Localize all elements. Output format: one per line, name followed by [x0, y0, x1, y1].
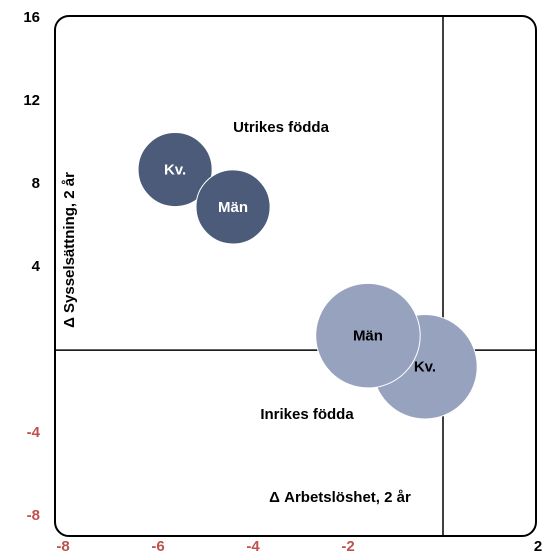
- y-tick-label: 4: [32, 258, 41, 275]
- y-tick-label: 16: [23, 9, 40, 26]
- y-tick-label: 12: [23, 92, 40, 109]
- group-label: Inrikes födda: [260, 406, 354, 423]
- y-tick-label: -8: [27, 507, 40, 524]
- bubble-label: Kv.: [164, 162, 186, 179]
- x-tick-label: 2: [534, 538, 542, 555]
- bubble-label: Kv.: [414, 359, 436, 376]
- plot-frame: [54, 15, 537, 537]
- y-tick-label: -4: [27, 424, 41, 441]
- bubble-label: Män: [218, 199, 248, 216]
- bubble-label: Män: [353, 328, 383, 345]
- x-axis-label: Δ Arbetslöshet, 2 år: [269, 489, 411, 506]
- bubble: [315, 282, 421, 389]
- x-tick-label: -6: [151, 538, 164, 555]
- x-tick-label: -4: [246, 538, 260, 555]
- y-axis-label: Δ Sysselsättning, 2 år: [61, 172, 78, 328]
- bubble: [137, 131, 213, 208]
- group-label: Utrikes födda: [233, 119, 330, 136]
- x-tick-label: -8: [56, 538, 69, 555]
- x-tick-label: -2: [341, 538, 354, 555]
- bubble: [195, 169, 271, 245]
- y-tick-label: 8: [32, 175, 40, 192]
